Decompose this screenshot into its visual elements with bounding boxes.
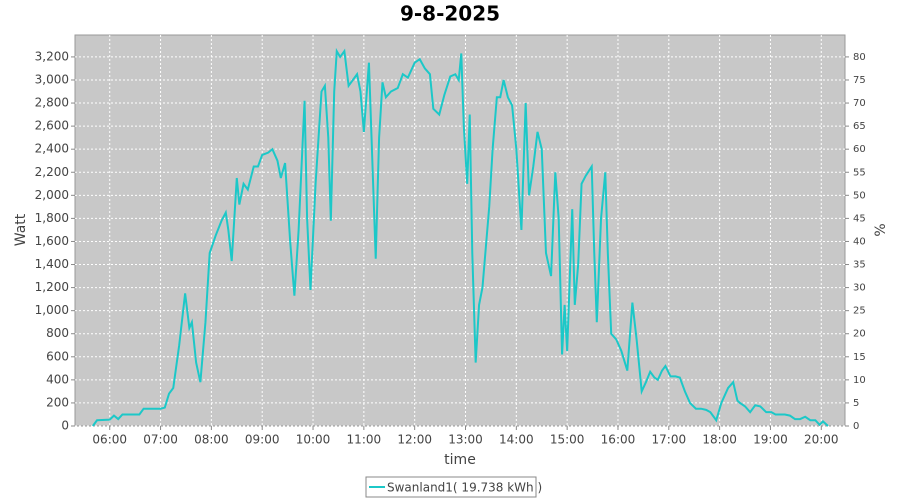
- x-tick-label: 10:00: [296, 433, 331, 447]
- y2-axis-label: %: [873, 223, 889, 236]
- chart-title: 9-8-2025: [400, 2, 500, 26]
- x-tick-label: 11:00: [347, 433, 382, 447]
- legend-box: [365, 476, 537, 498]
- y-tick-label: 2,000: [35, 188, 69, 202]
- y2-tick-label: 50: [853, 190, 866, 201]
- x-tick-label: 17:00: [652, 433, 687, 447]
- y2-tick-label: 75: [853, 75, 866, 86]
- y2-tick-label: 0: [853, 421, 859, 432]
- y2-tick-label: 80: [853, 52, 866, 63]
- y-axis-label: Watt: [13, 213, 29, 246]
- y-tick-label: 1,000: [35, 303, 69, 317]
- y-tick-label: 600: [46, 349, 69, 363]
- x-tick-label: 13:00: [448, 433, 483, 447]
- y2-tick-label: 5: [853, 398, 859, 409]
- x-tick-label: 14:00: [499, 433, 534, 447]
- legend-label: Swanland1( 19.738 kWh ): [387, 481, 542, 495]
- y2-tick-label: 10: [853, 375, 866, 386]
- y-tick-label: 800: [46, 326, 69, 340]
- x-tick-label: 08:00: [194, 433, 229, 447]
- x-tick-label: 19:00: [753, 433, 788, 447]
- y-tick-label: 400: [46, 372, 69, 386]
- y-tick-label: 3,200: [35, 49, 69, 63]
- y2-tick-label: 15: [853, 352, 866, 363]
- y-tick-label: 2,200: [35, 165, 69, 179]
- y2-tick-label: 65: [853, 121, 866, 132]
- y2-tick-label: 60: [853, 144, 866, 155]
- y-tick-label: 2,800: [35, 96, 69, 110]
- x-tick-label: 07:00: [143, 433, 178, 447]
- x-tick-label: 06:00: [92, 433, 127, 447]
- y-tick-label: 1,400: [35, 257, 69, 271]
- y-tick-label: 2,600: [35, 119, 69, 133]
- y-tick-label: 3,000: [35, 72, 69, 86]
- y2-tick-label: 70: [853, 98, 866, 109]
- x-tick-label: 16:00: [601, 433, 636, 447]
- y-tick-label: 200: [46, 395, 69, 409]
- y2-tick-label: 30: [853, 283, 866, 294]
- x-tick-label: 12:00: [397, 433, 432, 447]
- y2-tick-label: 35: [853, 260, 866, 271]
- x-tick-label: 15:00: [550, 433, 585, 447]
- y-tick-label: 1,800: [35, 211, 69, 225]
- x-tick-label: 20:00: [804, 433, 839, 447]
- x-tick-label: 09:00: [245, 433, 280, 447]
- plot-area: [74, 34, 846, 427]
- y2-tick-label: 40: [853, 236, 866, 247]
- y-tick-label: 1,200: [35, 280, 69, 294]
- y2-tick-label: 20: [853, 329, 866, 340]
- y2-tick-label: 25: [853, 306, 866, 317]
- x-axis-label: time: [444, 452, 476, 468]
- y2-tick-label: 55: [853, 167, 866, 178]
- y-tick-label: 1,600: [35, 234, 69, 248]
- y-tick-label: 0: [61, 419, 69, 433]
- y2-tick-label: 45: [853, 213, 866, 224]
- y-tick-label: 2,400: [35, 142, 69, 156]
- x-tick-label: 18:00: [702, 433, 737, 447]
- series-line: [91, 47, 829, 427]
